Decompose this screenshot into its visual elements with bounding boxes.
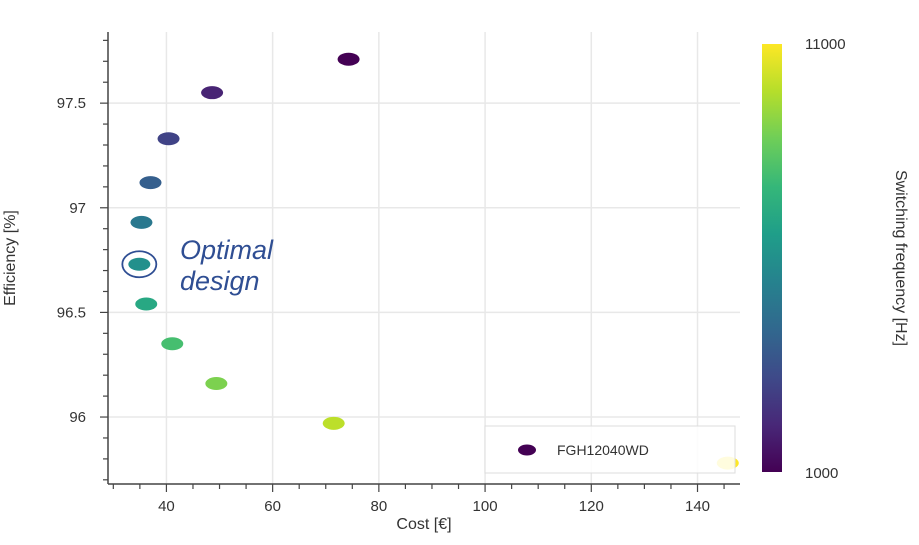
colorbar-label: Switching frequency [Hz]: [892, 170, 909, 346]
colorbar-gradient: [762, 44, 782, 472]
data-point: [139, 176, 162, 190]
y-axis-label: Efficiency [%]: [2, 210, 19, 306]
data-point: [130, 215, 153, 229]
data-point: [135, 297, 158, 311]
colorbar-min-label: 1000: [805, 465, 838, 482]
x-tick-label: 60: [264, 498, 281, 515]
grid-lines: [108, 32, 740, 484]
data-point: [201, 86, 224, 100]
annotation-line2: design: [180, 266, 260, 296]
legend-label: FGH12040WD: [557, 442, 649, 458]
data-point: [128, 257, 151, 271]
legend-marker: [518, 444, 536, 456]
y-tick-label: 97: [69, 200, 86, 217]
data-point: [161, 337, 184, 351]
optimal-design-circle: [121, 250, 158, 279]
colorbar-max-label: 11000: [805, 36, 846, 53]
data-point: [157, 132, 180, 146]
data-point: [205, 377, 228, 391]
annotation-line1: Optimal: [180, 235, 274, 265]
data-point: [337, 52, 360, 66]
y-tick-label: 96.5: [57, 304, 86, 321]
y-tick-label: 97.5: [57, 95, 86, 112]
x-tick-label: 80: [371, 498, 388, 515]
legend: FGH12040WD: [484, 425, 736, 474]
x-tick-label: 140: [685, 498, 710, 515]
x-tick-label: 120: [579, 498, 604, 515]
x-tick-label: 100: [473, 498, 498, 515]
axes: 40 60 80 100 120 140 96 96.5 97 97.5 Cost [€] Effic…: [2, 32, 740, 533]
x-tick-label: 40: [158, 498, 175, 515]
data-point: [322, 416, 345, 430]
x-axis-label: Cost [€]: [396, 516, 451, 533]
y-tick-label: 96: [69, 409, 86, 426]
colorbar: 11000 1000 Switching frequency [Hz]: [762, 36, 909, 482]
